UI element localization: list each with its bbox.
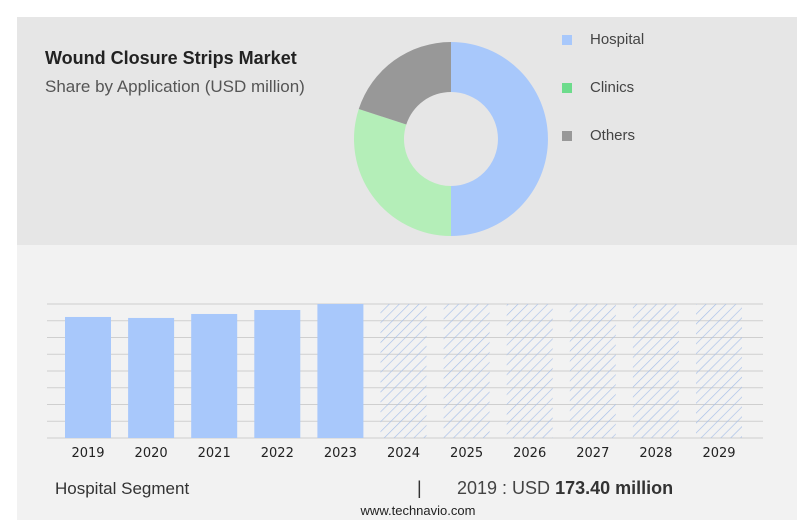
legend-swatch	[562, 82, 572, 93]
bar-2021	[191, 313, 238, 438]
forecast-bar-2025	[443, 304, 490, 438]
chart-title: Wound Closure Strips Market	[45, 48, 297, 68]
year-label: 2019 : USD	[457, 478, 551, 498]
forecast-bar-2028	[632, 304, 679, 438]
bar-2020	[128, 317, 175, 438]
x-tick-label: 2026	[513, 446, 546, 461]
legend-label: Hospital	[590, 31, 645, 48]
pie-slice-others	[358, 42, 451, 125]
x-tick-label: 2019	[71, 446, 104, 461]
x-tick-label: 2029	[702, 446, 735, 461]
legend-item-others: Others	[562, 127, 635, 144]
bar-2019	[65, 316, 111, 438]
forecast-bar-2026	[506, 304, 553, 438]
forecast-bar-2027	[569, 304, 616, 438]
legend-label: Others	[590, 127, 636, 144]
bar-2023	[317, 304, 364, 438]
x-tick-label: 2022	[261, 446, 294, 461]
separator: |	[417, 478, 422, 498]
forecast-bar-2024	[380, 304, 427, 438]
forecast-bar-2029	[696, 304, 742, 438]
x-tick-label: 2020	[135, 446, 168, 461]
x-tick-label: 2027	[576, 446, 609, 461]
legend-swatch	[562, 130, 572, 141]
pie-slice-clinics	[354, 109, 451, 236]
x-tick-label: 2021	[198, 446, 231, 461]
value-amount: 173.40 million	[555, 478, 674, 498]
x-tick-label: 2024	[387, 446, 420, 461]
bar-2022	[254, 310, 301, 438]
legend-item-hospital: Hospital	[562, 31, 644, 48]
pie-slice-hospital	[451, 42, 548, 236]
x-tick-label: 2025	[450, 446, 483, 461]
x-tick-label: 2023	[324, 446, 357, 461]
source-link[interactable]: www.technavio.com	[360, 503, 476, 518]
legend-item-clinics: Clinics	[562, 79, 634, 96]
legend-swatch	[562, 34, 572, 45]
chart-subtitle: Share by Application (USD million)	[45, 77, 305, 96]
legend-label: Clinics	[590, 79, 635, 96]
x-tick-label: 2028	[639, 446, 672, 461]
segment-label: Hospital Segment	[55, 479, 190, 498]
segment-value: 2019 : USD 173.40 million	[457, 478, 673, 499]
